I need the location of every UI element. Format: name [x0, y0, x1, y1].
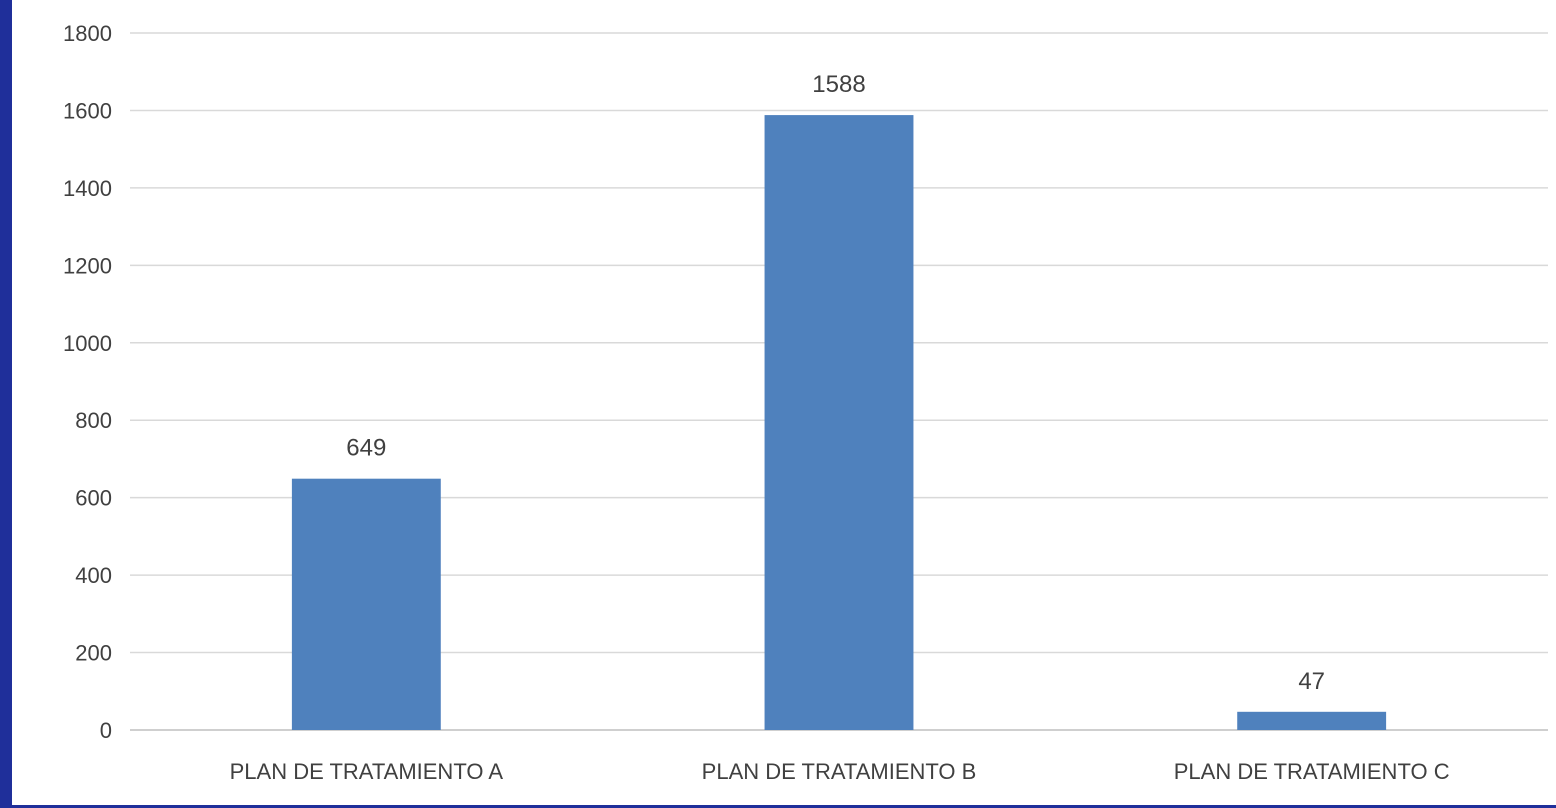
y-tick-label: 1600 — [63, 98, 112, 123]
y-tick-label: 1800 — [63, 21, 112, 46]
y-tick-label: 1400 — [63, 176, 112, 201]
y-tick-label: 1000 — [63, 331, 112, 356]
x-tick-label: PLAN DE TRATAMIENTO B — [702, 759, 977, 784]
bar-chart: 0 200 400 600 800 1000 1200 1400 1600 1800 649 158… — [63, 21, 1548, 784]
y-tick-label: 400 — [75, 563, 112, 588]
y-tick-label: 0 — [100, 718, 112, 743]
data-labels: 649 1588 47 — [346, 71, 1325, 695]
y-axis-ticks: 0 200 400 600 800 1000 1200 1400 1600 1800 — [63, 21, 112, 743]
y-tick-label: 200 — [75, 641, 112, 666]
y-tick-label: 1200 — [63, 253, 112, 278]
data-label: 1588 — [812, 71, 865, 98]
data-label: 649 — [346, 435, 386, 462]
x-tick-label: PLAN DE TRATAMIENTO C — [1174, 759, 1450, 784]
chart-frame: 0 200 400 600 800 1000 1200 1400 1600 1800 649 158… — [12, 0, 1556, 808]
x-axis-categories: PLAN DE TRATAMIENTO A PLAN DE TRATAMIENTO… — [230, 759, 1450, 784]
bar — [1237, 711, 1387, 730]
bars — [291, 115, 1387, 730]
bar — [291, 478, 441, 730]
bar — [764, 115, 914, 730]
y-tick-label: 800 — [75, 408, 112, 433]
x-tick-label: PLAN DE TRATAMIENTO A — [230, 759, 504, 784]
y-tick-label: 600 — [75, 486, 112, 511]
data-label: 47 — [1298, 668, 1325, 695]
